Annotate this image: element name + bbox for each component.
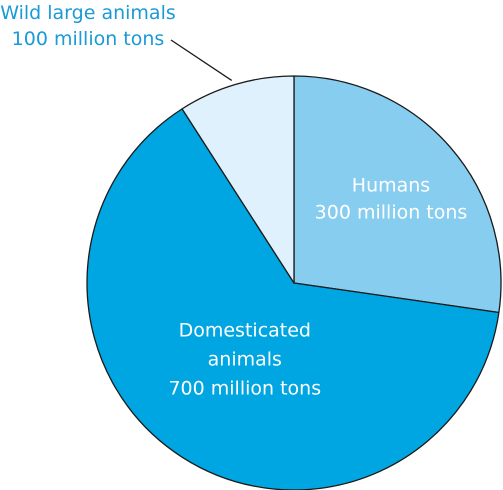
slice-label-domesticated: Domesticated animals 700 million tons bbox=[168, 320, 321, 400]
pie-labels: Humans 300 million tons Domesticated animal… bbox=[0, 2, 467, 400]
pie-slices bbox=[86, 75, 502, 490]
slice-label-line: 700 million tons bbox=[168, 378, 321, 400]
slice-label-line: Humans bbox=[352, 175, 430, 197]
leader-line bbox=[170, 39, 233, 81]
pie-slice-domesticated bbox=[86, 108, 500, 490]
pie-slice-wild-large-animals bbox=[181, 75, 295, 284]
slice-label-line: 100 million tons bbox=[12, 28, 165, 50]
pie-slice-humans bbox=[293, 75, 502, 314]
slice-label-wild-large-animals: Wild large animals 100 million tons bbox=[0, 2, 176, 50]
slice-label-humans: Humans 300 million tons bbox=[315, 175, 468, 224]
slice-label-line: Wild large animals bbox=[0, 2, 176, 24]
slice-label-line: 300 million tons bbox=[315, 202, 468, 224]
slice-label-line: Domesticated bbox=[179, 320, 311, 342]
slice-label-line: animals bbox=[208, 349, 282, 371]
